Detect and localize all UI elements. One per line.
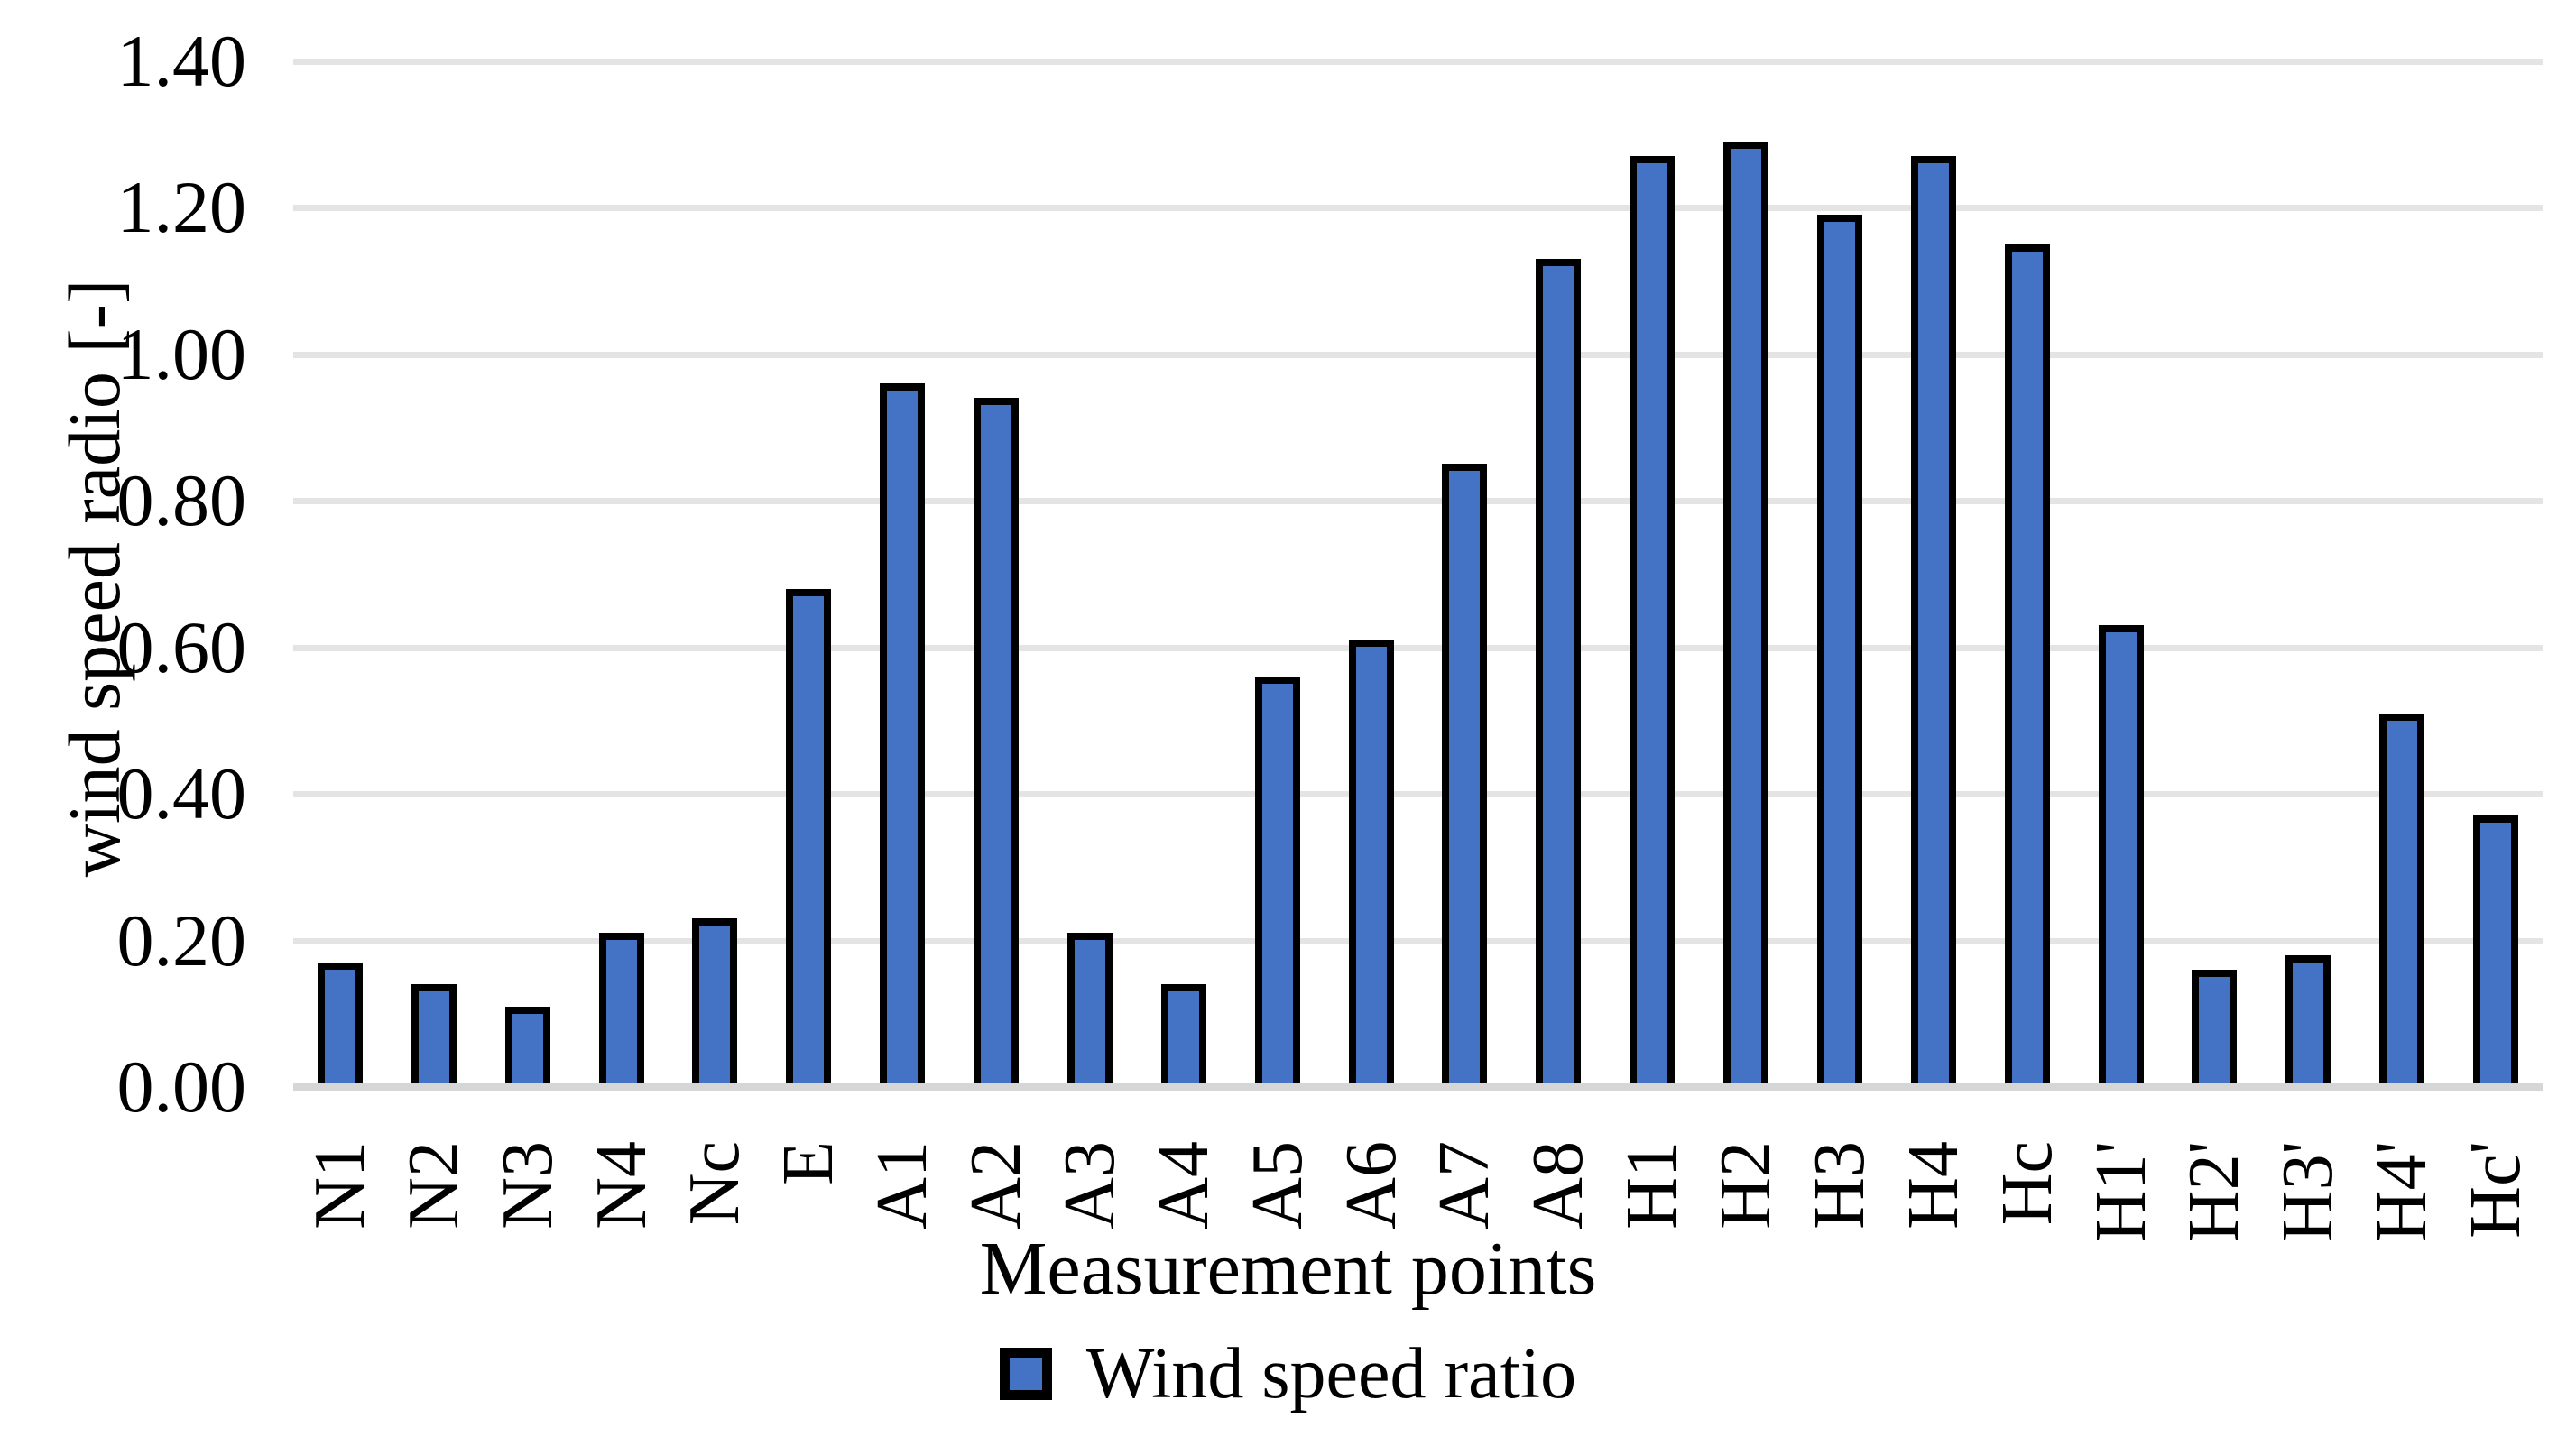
- bar-H3: [1816, 215, 1862, 1091]
- gridline-1.00: [293, 351, 2543, 358]
- y-tick-label-1.20: 1.20: [116, 166, 247, 248]
- x-tick-label-H3: H3: [1799, 1141, 1879, 1230]
- x-tick-label-H3': H3': [2268, 1141, 2349, 1243]
- bar-Hc: [2004, 244, 2050, 1091]
- x-tick-label-H2: H2: [1706, 1141, 1787, 1230]
- x-tick-label-E: E: [769, 1141, 849, 1185]
- x-tick-label-H4': H4': [2362, 1141, 2442, 1243]
- bar-H4: [1910, 156, 1956, 1091]
- y-tick-label-0.00: 0.00: [116, 1046, 247, 1128]
- gridline-1.40: [293, 58, 2543, 65]
- x-axis-line: [293, 1083, 2543, 1091]
- x-tick-label-H2': H2': [2174, 1141, 2255, 1243]
- bar-N2: [411, 984, 457, 1091]
- bar-Hc': [2473, 815, 2519, 1091]
- x-axis-title: Measurement points: [979, 1227, 1597, 1311]
- x-tick-label-Hc: Hc: [1987, 1141, 2067, 1226]
- x-tick-label-N3: N3: [487, 1141, 568, 1230]
- gridline-0.80: [293, 498, 2543, 504]
- y-tick-label-0.40: 0.40: [116, 752, 247, 834]
- legend-marker-square: [999, 1348, 1052, 1400]
- bar-H4': [2379, 713, 2425, 1091]
- gridline-1.20: [293, 205, 2543, 211]
- bar-H1': [2098, 625, 2144, 1091]
- gridline-0.60: [293, 644, 2543, 651]
- x-tick-label-A4: A4: [1143, 1141, 1223, 1230]
- x-tick-label-Hc': Hc': [2456, 1141, 2536, 1239]
- bar-H2': [2192, 970, 2238, 1091]
- x-tick-label-A6: A6: [1331, 1141, 1411, 1230]
- x-tick-label-H1: H1: [1612, 1141, 1693, 1230]
- bar-H3': [2285, 954, 2331, 1091]
- bar-A3: [1066, 933, 1113, 1091]
- x-tick-label-A1: A1: [863, 1141, 943, 1230]
- y-tick-label-1.00: 1.00: [116, 312, 247, 395]
- bar-A7: [1442, 464, 1488, 1091]
- gridline-0.40: [293, 791, 2543, 797]
- x-tick-label-A5: A5: [1237, 1141, 1317, 1230]
- bar-N3: [504, 1006, 550, 1091]
- x-tick-label-A2: A2: [956, 1141, 1037, 1230]
- x-tick-label-N2: N2: [393, 1141, 474, 1230]
- gridline-0.20: [293, 937, 2543, 944]
- bar-H1: [1630, 156, 1676, 1091]
- x-tick-label-H1': H1': [2081, 1141, 2161, 1243]
- bar-A8: [1536, 258, 1582, 1091]
- bar-A2: [974, 398, 1020, 1091]
- y-tick-label-0.80: 0.80: [116, 459, 247, 541]
- x-tick-label-N4: N4: [581, 1141, 661, 1230]
- bar-A6: [1348, 640, 1394, 1091]
- x-tick-label-H4: H4: [1893, 1141, 1973, 1230]
- bar-H2: [1723, 141, 1769, 1091]
- bar-Nc: [692, 918, 738, 1091]
- x-tick-label-Nc: Nc: [675, 1141, 755, 1226]
- bar-N4: [598, 933, 644, 1091]
- bar-E: [786, 588, 832, 1091]
- x-tick-label-A7: A7: [1425, 1141, 1505, 1230]
- y-tick-label-0.20: 0.20: [116, 898, 247, 981]
- y-tick-label-1.40: 1.40: [116, 19, 247, 102]
- x-tick-label-A3: A3: [1049, 1141, 1130, 1230]
- legend: Wind speed ratio: [0, 1333, 2576, 1414]
- bar-A4: [1160, 984, 1206, 1091]
- bar-A5: [1254, 677, 1300, 1091]
- x-tick-label-N1: N1: [300, 1141, 380, 1230]
- bar-N1: [317, 962, 363, 1091]
- legend-label: Wind speed ratio: [1085, 1334, 1577, 1414]
- x-tick-label-A8: A8: [1519, 1141, 1599, 1230]
- y-tick-label-0.60: 0.60: [116, 605, 247, 688]
- bar-A1: [880, 383, 926, 1091]
